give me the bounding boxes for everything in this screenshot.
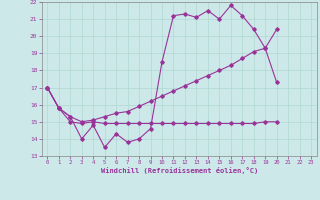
- X-axis label: Windchill (Refroidissement éolien,°C): Windchill (Refroidissement éolien,°C): [100, 167, 258, 174]
